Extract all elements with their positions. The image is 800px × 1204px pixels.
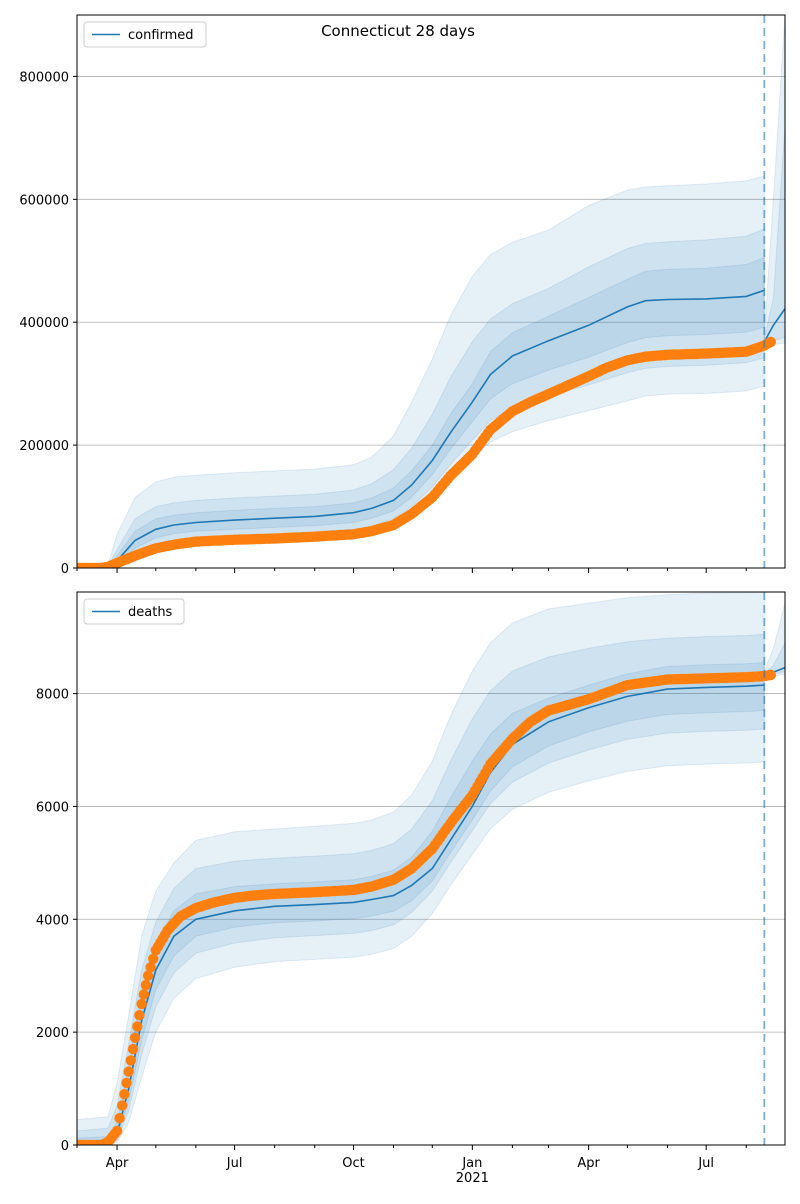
y-tick-label: 0 [61, 562, 69, 577]
x-tick-label: Apr [577, 1156, 600, 1171]
confirmed-panel: 0 200000 400000 600000 800000 confirmed [19, 14, 786, 577]
y-tick-label: 2000 [36, 1026, 69, 1041]
observed-point [765, 336, 776, 348]
observed-point [140, 979, 152, 991]
legend-box [83, 21, 207, 48]
y-tick-label: 400000 [19, 316, 69, 331]
observed-point [765, 669, 776, 681]
chart-title: Connecticut 28 days [321, 22, 475, 40]
legend: confirmed [83, 21, 207, 48]
series-line-forecast [763, 308, 785, 343]
series-line-confirmed [77, 289, 765, 568]
observed-point [117, 1100, 128, 1111]
observed-point [127, 1043, 139, 1055]
observed-point [123, 1066, 134, 1077]
observed-point [129, 1032, 141, 1044]
observed-point [121, 1077, 132, 1089]
plot-frame [76, 14, 786, 569]
observed-point [125, 1055, 136, 1066]
y-tick-label: 0 [61, 1139, 69, 1154]
observed-point [136, 998, 147, 1010]
y-tick-label: 6000 [36, 800, 69, 815]
plot-frame [76, 591, 786, 1146]
legend: deaths [83, 598, 185, 625]
legend-label: confirmed [128, 28, 194, 43]
observed-point [132, 1021, 143, 1032]
legend-label: deaths [128, 605, 173, 620]
x-year-label: 2021 [456, 1171, 489, 1186]
observed-point [148, 953, 159, 964]
observed-point [134, 1010, 145, 1021]
y-tick-label: 600000 [19, 193, 69, 208]
y-tick-label: 4000 [36, 913, 69, 928]
observed-point [111, 1125, 123, 1137]
plot-area [77, 15, 785, 568]
observed-point [145, 962, 156, 973]
x-tick-label: Jul [226, 1156, 243, 1171]
observed-point [119, 1089, 130, 1100]
observed-point [138, 989, 149, 1000]
observed-point [142, 970, 154, 981]
x-tick-label: Jul [697, 1156, 714, 1171]
x-tick-label: Oct [342, 1156, 364, 1171]
x-tick-label: Jan [461, 1156, 482, 1171]
x-tick-label: Apr [106, 1156, 129, 1171]
plot-area [77, 592, 785, 1145]
observed-point [114, 1113, 125, 1124]
deaths-panel: 0 2000 4000 6000 8000 Apr Jul Oct Jan Apr Jul 2021 d… [36, 591, 786, 1186]
y-tick-label: 8000 [36, 688, 69, 703]
legend-box [83, 598, 185, 625]
y-tick-label: 200000 [19, 439, 69, 454]
y-tick-label: 800000 [19, 70, 69, 85]
